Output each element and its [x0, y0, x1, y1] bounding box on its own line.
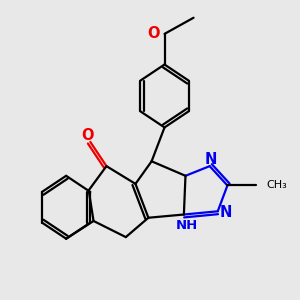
- Text: CH₃: CH₃: [266, 181, 287, 190]
- Text: N: N: [204, 152, 217, 166]
- Text: NH: NH: [176, 219, 198, 232]
- Text: N: N: [220, 206, 232, 220]
- Text: O: O: [147, 26, 160, 41]
- Text: O: O: [81, 128, 93, 143]
